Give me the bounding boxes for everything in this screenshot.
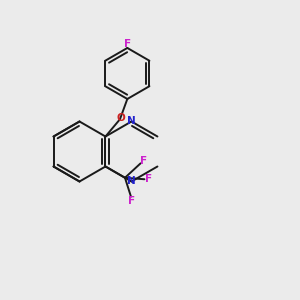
Text: F: F xyxy=(140,156,147,166)
Text: F: F xyxy=(124,39,131,49)
Text: F: F xyxy=(128,196,135,206)
Text: O: O xyxy=(116,113,125,123)
Text: N: N xyxy=(127,116,136,127)
Text: F: F xyxy=(145,174,152,184)
Text: N: N xyxy=(127,176,136,187)
